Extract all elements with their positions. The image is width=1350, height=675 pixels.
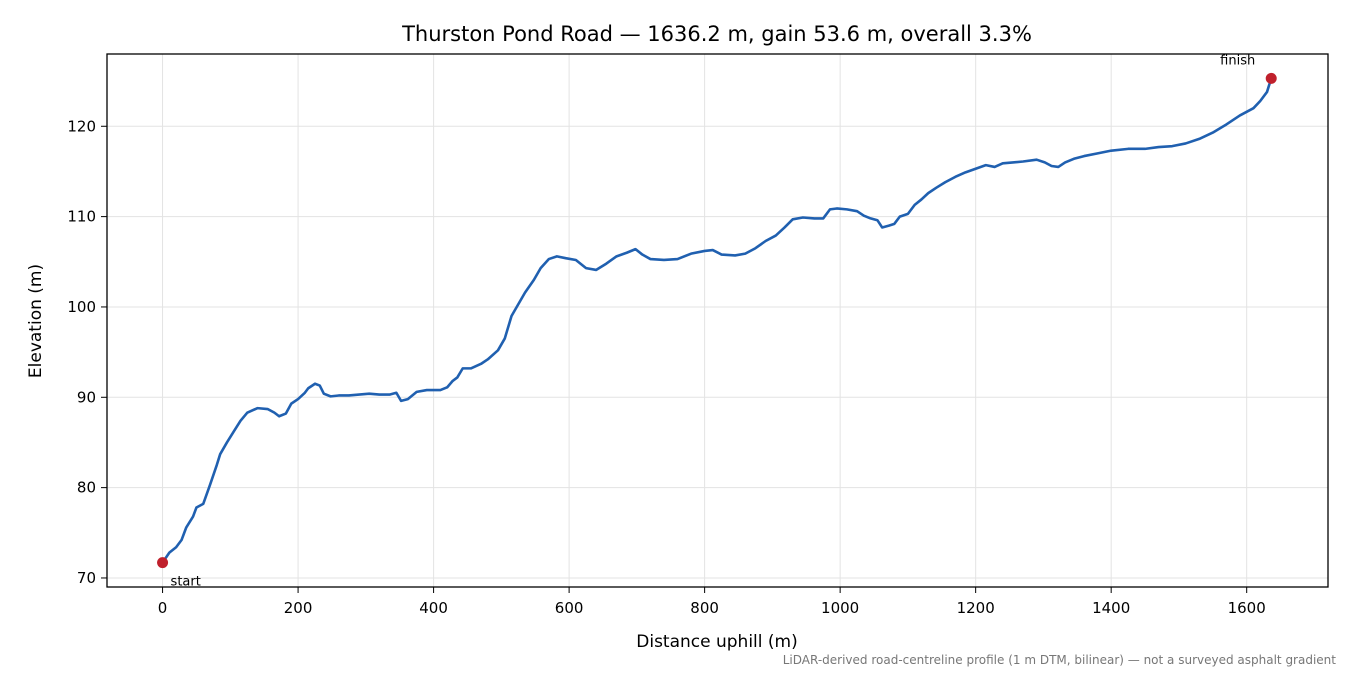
y-tick-label: 110 [67,208,96,226]
x-tick-label: 600 [555,599,584,617]
finish-label: finish [1220,53,1255,68]
series-group [161,77,1273,564]
chart-title: Thurston Pond Road — 1636.2 m, gain 53.6… [401,22,1032,46]
y-tick-label: 100 [67,298,96,316]
start-marker [157,557,169,569]
y-tick-label: 90 [77,388,96,406]
grid-lines [107,54,1328,587]
x-tick-label: 200 [284,599,313,617]
y-axis-label: Elevation (m) [26,264,46,378]
plot-frame [106,53,1329,588]
elevation-line [161,77,1273,564]
footnote: LiDAR-derived road-centreline profile (1… [783,653,1337,667]
x-tick-label: 400 [419,599,448,617]
markers-group: start finish [157,53,1277,590]
finish-marker [1265,72,1277,84]
x-axis-ticks: 0 200 400 600 800 1000 1200 1400 1600 [158,587,1266,617]
start-label: start [171,575,201,590]
x-tick-label: 1600 [1228,599,1266,617]
x-tick-label: 1200 [957,599,995,617]
y-axis-ticks: 70 80 90 100 110 120 [67,117,107,587]
x-tick-label: 1400 [1092,599,1130,617]
y-tick-label: 120 [67,117,96,135]
x-tick-label: 0 [158,599,168,617]
x-tick-label: 800 [690,599,719,617]
y-tick-label: 70 [77,569,96,587]
y-tick-label: 80 [77,479,96,497]
x-axis-label: Distance uphill (m) [636,632,797,652]
x-tick-label: 1000 [821,599,859,617]
